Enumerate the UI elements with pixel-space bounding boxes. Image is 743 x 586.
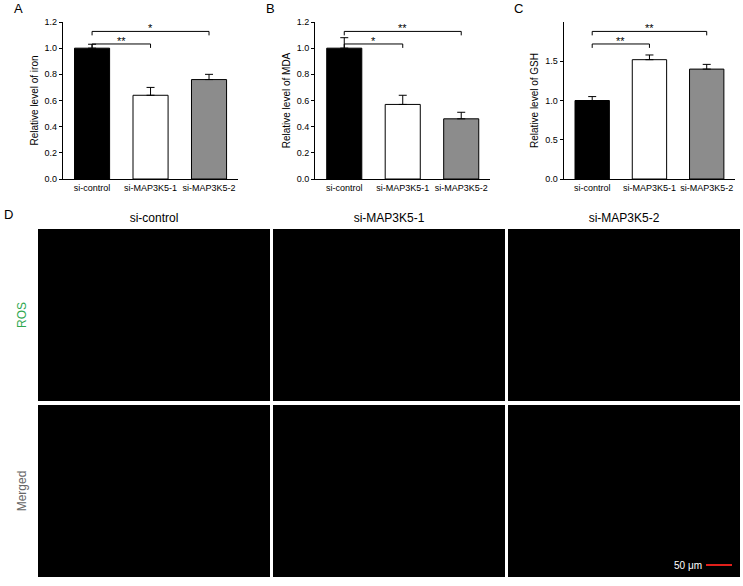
svg-text:B: B [266,1,275,16]
svg-text:Relative level of MDA: Relative level of MDA [281,52,292,148]
svg-text:0.8: 0.8 [45,69,58,79]
svg-text:0.4: 0.4 [45,122,58,132]
svg-text:A: A [14,1,23,16]
svg-text:0.0: 0.0 [45,174,58,184]
svg-text:si-MAP3K5-2: si-MAP3K5-2 [435,183,488,193]
svg-text:0.6: 0.6 [297,96,310,106]
svg-text:si-control: si-control [574,183,611,193]
svg-text:1.0: 1.0 [297,43,310,53]
svg-text:si-MAP3K5-2: si-MAP3K5-2 [680,183,733,193]
svg-text:0.0: 0.0 [545,174,558,184]
svg-text:si-control: si-control [130,211,179,225]
svg-text:1.2: 1.2 [45,17,58,27]
svg-text:1.0: 1.0 [45,43,58,53]
svg-text:0.0: 0.0 [297,174,310,184]
svg-text:0.2: 0.2 [45,148,58,158]
svg-text:*: * [148,22,153,34]
svg-text:1.5: 1.5 [545,56,558,66]
svg-text:Merged: Merged [15,471,29,512]
svg-text:**: ** [398,22,407,34]
svg-text:0.2: 0.2 [297,148,310,158]
svg-text:si-control: si-control [74,183,111,193]
svg-text:si-control: si-control [326,183,363,193]
svg-text:1.0: 1.0 [545,96,558,106]
svg-text:si-MAP3K5-1: si-MAP3K5-1 [124,183,177,193]
svg-text:*: * [371,35,376,47]
svg-text:**: ** [645,22,654,34]
svg-text:Relative level of GSH: Relative level of GSH [529,53,540,148]
svg-text:D: D [4,207,13,222]
svg-text:si-MAP3K5-2: si-MAP3K5-2 [183,183,236,193]
svg-text:Relative level of iron: Relative level of iron [29,55,40,145]
svg-text:1.2: 1.2 [297,17,310,27]
svg-text:0.4: 0.4 [297,122,310,132]
svg-text:si-MAP3K5-2: si-MAP3K5-2 [589,211,660,225]
svg-text:si-MAP3K5-1: si-MAP3K5-1 [354,211,425,225]
svg-text:**: ** [616,35,625,47]
svg-text:si-MAP3K5-1: si-MAP3K5-1 [376,183,429,193]
svg-text:0.5: 0.5 [545,135,558,145]
svg-text:0.6: 0.6 [45,96,58,106]
svg-text:50 μm: 50 μm [674,560,702,571]
svg-text:0.8: 0.8 [297,69,310,79]
svg-text:ROS: ROS [15,302,29,328]
svg-text:C: C [514,1,523,16]
svg-text:**: ** [117,35,126,47]
svg-text:si-MAP3K5-1: si-MAP3K5-1 [623,183,676,193]
